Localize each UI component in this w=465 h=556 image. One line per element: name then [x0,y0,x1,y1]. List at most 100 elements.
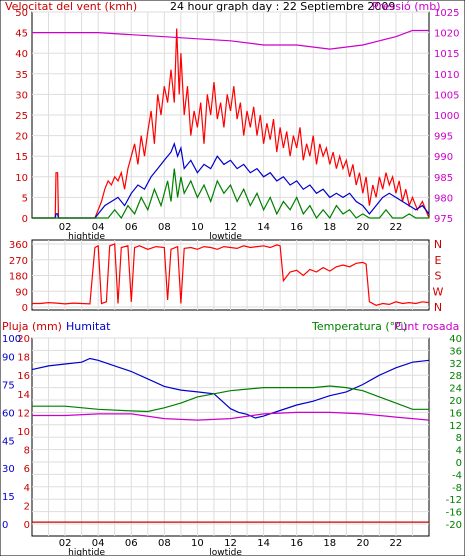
rain-y-tick-label: 8 [24,446,30,457]
wind-y-tick-label: 0 [22,214,28,225]
rain-y-tick-label: 16 [17,371,30,382]
series-line-2 [32,168,429,220]
rain-y-tick-label: 6 [24,464,30,475]
temperature-y-tick-label: -8 [452,483,462,494]
x-tick-label: 20 [356,222,369,233]
wind-y-tick-label: 30 [15,90,28,101]
temperature-y-tick-label: 20 [449,396,462,407]
x-tick-label: 02 [59,538,72,549]
rain-y-tick-label: 2 [24,501,30,512]
rain-axis-title: Pluja (mm) [2,320,62,333]
humidity-y-tick-label: 0 [2,520,8,531]
humidity-y-tick-label: 90 [2,353,15,364]
x-tick-label: 22 [390,538,403,549]
x-tick-label: 14 [257,538,270,549]
humidity-y-tick-label: 75 [2,381,15,392]
chart-title: 24 hour graph day : 22 Septiembre 2009 [170,0,395,13]
series-line-1 [32,141,430,219]
panel-weather: Pluja (mm) Humitat Temperatura (°C) Punt… [2,320,462,556]
temperature-y-tick-label: -16 [446,508,462,519]
temperature-y-tick-label: 40 [449,334,462,345]
x-tick-label: 16 [290,538,303,549]
humidity-y-tick-label: 45 [2,436,15,447]
weather-grid [32,337,429,536]
x-tick-label: 12 [224,538,237,549]
wind-y-tick-label: 50 [15,8,28,19]
wind-y-tick-label: 15 [15,152,28,163]
temperature-y-tick-label: 0 [456,458,462,469]
rain-y-tick-label: 14 [17,390,30,401]
tide-label: lowtide [209,548,242,556]
x-tick-label: 04 [92,538,105,549]
series-line-3 [32,29,429,50]
direction-ticks: 0 N 90 W 180 S 270 E 360 N [9,238,444,314]
direction-series [32,243,430,306]
pressure-axis-title: Pressió (mb) [372,0,441,13]
temperature-y-tick-label: 16 [449,408,462,419]
x-tick-label: 14 [257,222,270,233]
wind-y-tick-label: 20 [15,132,28,143]
humidity-axis-title: Humitat [66,320,111,333]
wind-y-tick-label: 40 [15,49,28,60]
wind-y-tick-label: 35 [15,70,28,81]
rain-y-tick-label: 10 [17,427,30,438]
weather-line-1 [32,385,429,413]
rain-y-tick-label: 12 [17,408,30,419]
pressure-y-tick-label: 1025 [434,8,459,19]
temperature-axis-title: Temperatura (°C) [311,320,407,333]
humidity-y-tick-label: 100 [2,334,21,345]
pressure-y-tick-label: 975 [434,214,453,225]
temperature-y-tick-label: 4 [456,446,462,457]
direction-y-tick-label: 180 [9,272,28,283]
direction-y-tick-label: 360 [9,240,28,251]
direction-line-0 [32,243,430,306]
direction-y-tick-label: 90 [15,287,28,298]
wind-ticks: 0510152025303540455097598098599099510001… [15,8,459,242]
x-tick-label: 06 [125,538,138,549]
compass-letter: S [435,270,442,283]
temperature-y-tick-label: 8 [456,433,462,444]
x-tick-label: 20 [356,538,369,549]
pressure-y-tick-label: 1015 [434,49,459,60]
panel-wind: Velocitat del vent (kmh) 24 hour graph d… [5,0,459,242]
rain-y-tick-label: 0 [24,520,30,531]
x-tick-label: 22 [390,222,403,233]
temperature-y-tick-label: -4 [452,470,462,481]
x-tick-label: 16 [290,222,303,233]
x-tick-label: 10 [191,538,204,549]
series-line-0 [32,28,430,219]
pressure-y-tick-label: 1000 [434,111,459,122]
x-tick-label: 08 [158,538,171,549]
compass-letter: E [435,254,442,267]
compass-letter: N [434,301,442,314]
weather-line-2 [32,411,430,421]
dewpoint-axis-title: Punt rosada [394,320,459,333]
x-tick-label: 18 [323,538,336,549]
compass-letter: N [434,238,442,251]
x-tick-label: 06 [125,222,138,233]
humidity-y-tick-label: 30 [2,464,15,475]
wind-series [32,28,430,220]
wind-axis-title: Velocitat del vent (kmh) [5,0,137,13]
wind-y-tick-label: 25 [15,111,28,122]
x-tick-label: 08 [158,222,171,233]
pressure-y-tick-label: 1010 [434,70,459,81]
tide-label: hightide [68,548,105,556]
temperature-y-tick-label: 12 [449,421,462,432]
wind-y-tick-label: 10 [15,173,28,184]
weather-ticks: -20-16-12-8-4048121620242832364002468101… [2,334,462,556]
temperature-y-tick-label: -20 [446,520,462,531]
humidity-y-tick-label: 60 [2,408,15,419]
temperature-y-tick-label: 32 [449,359,462,370]
rain-y-tick-label: 20 [17,334,30,345]
tide-label: lowtide [209,232,242,242]
x-tick-label: 18 [323,222,336,233]
wind-y-tick-label: 45 [15,29,28,40]
temperature-y-tick-label: 28 [449,371,462,382]
pressure-y-tick-label: 985 [434,173,453,184]
compass-letter: W [433,285,444,298]
humidity-y-tick-label: 15 [2,492,15,503]
temperature-y-tick-label: -12 [446,495,462,506]
x-tick-label: 12 [224,222,237,233]
